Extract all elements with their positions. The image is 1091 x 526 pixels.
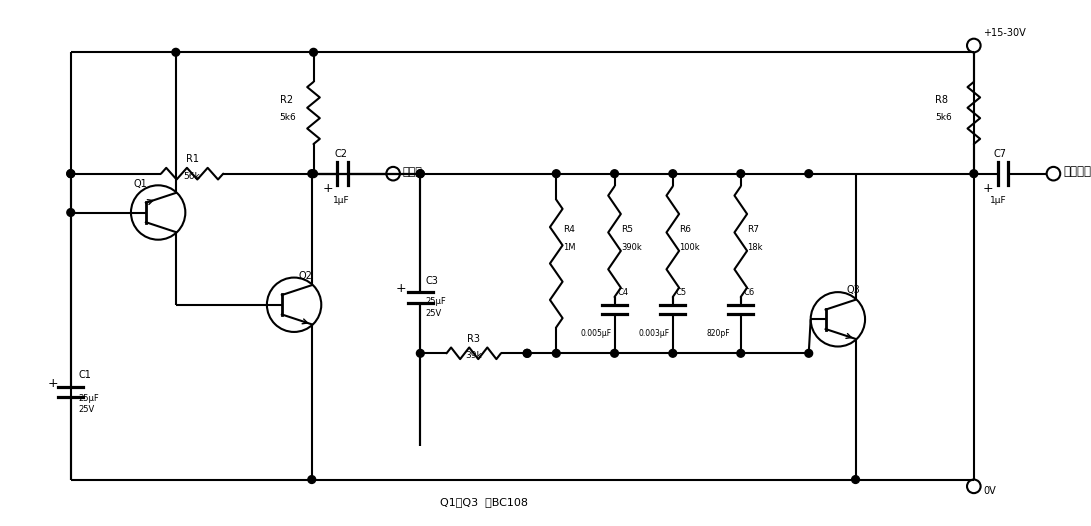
Circle shape (669, 170, 676, 178)
Text: 1μF: 1μF (333, 196, 349, 205)
Text: +: + (323, 181, 334, 195)
Text: C1: C1 (79, 370, 92, 380)
Text: R8: R8 (935, 95, 948, 105)
Text: +: + (48, 377, 59, 390)
Text: C4: C4 (618, 288, 628, 297)
Text: R4: R4 (563, 225, 575, 235)
Text: +15-30V: +15-30V (983, 28, 1027, 38)
Text: R3: R3 (467, 333, 480, 343)
Circle shape (310, 48, 317, 56)
Text: 5k6: 5k6 (279, 113, 297, 122)
Text: R6: R6 (680, 225, 692, 235)
Text: 820pF: 820pF (707, 329, 730, 338)
Circle shape (552, 170, 560, 178)
Text: 39k: 39k (466, 351, 482, 360)
Text: C5: C5 (675, 288, 687, 297)
Circle shape (417, 349, 424, 357)
Circle shape (417, 170, 424, 178)
Text: 粉红噪声: 粉红噪声 (1063, 165, 1091, 178)
Text: 390k: 390k (622, 243, 643, 252)
Text: C2: C2 (335, 149, 348, 159)
Circle shape (67, 170, 74, 178)
Text: R2: R2 (279, 95, 292, 105)
Circle shape (417, 170, 424, 178)
Circle shape (67, 209, 74, 216)
Circle shape (611, 170, 619, 178)
Circle shape (669, 349, 676, 357)
Circle shape (172, 48, 180, 56)
Text: R5: R5 (622, 225, 634, 235)
Text: Q1: Q1 (134, 179, 147, 189)
Text: 18k: 18k (747, 243, 763, 252)
Text: 白噪声: 白噪声 (403, 167, 422, 177)
Circle shape (310, 170, 317, 178)
Circle shape (611, 349, 619, 357)
Text: Q2: Q2 (299, 271, 313, 281)
Text: Q1－Q3  为BC108: Q1－Q3 为BC108 (440, 497, 528, 507)
Circle shape (524, 349, 531, 357)
Text: +: + (983, 181, 994, 195)
Text: +: + (396, 282, 406, 295)
Text: C6: C6 (744, 288, 755, 297)
Text: 1μF: 1μF (990, 196, 1006, 205)
Text: C7: C7 (994, 149, 1007, 159)
Text: 1M: 1M (563, 243, 576, 252)
Circle shape (970, 170, 978, 178)
Circle shape (805, 349, 813, 357)
Circle shape (736, 170, 745, 178)
Circle shape (552, 349, 560, 357)
Text: R7: R7 (747, 225, 759, 235)
Text: 0.003μF: 0.003μF (639, 329, 670, 338)
Text: R1: R1 (185, 154, 199, 164)
Circle shape (736, 349, 745, 357)
Circle shape (852, 476, 860, 483)
Text: 25μF
25V: 25μF 25V (425, 298, 446, 318)
Text: C3: C3 (425, 276, 439, 286)
Text: 0V: 0V (983, 486, 996, 496)
Circle shape (524, 349, 531, 357)
Text: 5k6: 5k6 (935, 113, 951, 122)
Text: 0.005μF: 0.005μF (580, 329, 612, 338)
Text: 56k: 56k (183, 171, 201, 181)
Text: 100k: 100k (680, 243, 700, 252)
Text: Q3: Q3 (846, 285, 860, 295)
Text: 25μF
25V: 25μF 25V (79, 394, 99, 414)
Circle shape (308, 170, 315, 178)
Circle shape (308, 476, 315, 483)
Circle shape (805, 170, 813, 178)
Circle shape (67, 170, 74, 178)
